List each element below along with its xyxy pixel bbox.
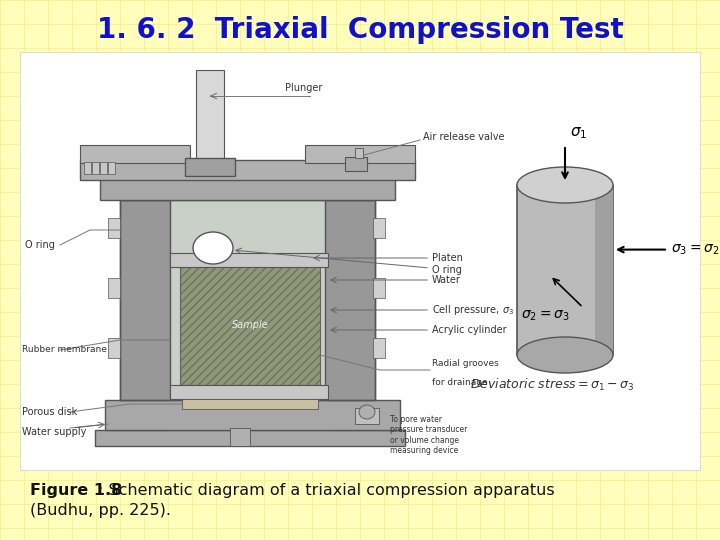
- Bar: [182, 399, 318, 409]
- Bar: [80, 145, 190, 163]
- Text: Porous disk: Porous disk: [22, 407, 77, 417]
- Bar: [373, 278, 385, 298]
- Bar: [330, 414, 390, 430]
- Ellipse shape: [193, 232, 233, 264]
- Text: : Schematic diagram of a triaxial compression apparatus: : Schematic diagram of a triaxial compre…: [98, 483, 554, 497]
- Text: (Budhu, pp. 225).: (Budhu, pp. 225).: [30, 503, 171, 517]
- Ellipse shape: [517, 337, 613, 373]
- Bar: [170, 385, 328, 399]
- Text: O ring: O ring: [25, 240, 55, 250]
- Bar: [84, 162, 91, 174]
- Bar: [373, 338, 385, 358]
- Text: Radial grooves: Radial grooves: [432, 359, 499, 368]
- Bar: [105, 400, 400, 430]
- Bar: [196, 70, 224, 160]
- Text: O ring: O ring: [432, 265, 462, 275]
- Text: To pore water
pressure transducer
or volume change
measuring device: To pore water pressure transducer or vol…: [390, 415, 467, 455]
- Text: Acrylic cylinder: Acrylic cylinder: [432, 325, 507, 335]
- Text: Cell pressure, $\sigma_3$: Cell pressure, $\sigma_3$: [432, 303, 514, 317]
- Bar: [185, 158, 235, 176]
- Bar: [373, 218, 385, 238]
- Text: Figure 1.8: Figure 1.8: [30, 483, 122, 497]
- Text: Air release valve: Air release valve: [423, 132, 505, 142]
- Text: Water: Water: [432, 275, 461, 285]
- Bar: [355, 408, 379, 424]
- Bar: [108, 278, 120, 298]
- Bar: [305, 145, 415, 163]
- Bar: [120, 200, 170, 400]
- Text: Sample: Sample: [232, 320, 269, 330]
- Bar: [108, 218, 120, 238]
- Ellipse shape: [517, 167, 613, 203]
- Bar: [80, 160, 415, 180]
- Bar: [20, 52, 700, 470]
- Text: $\sigma_1$: $\sigma_1$: [570, 125, 588, 141]
- Bar: [170, 253, 328, 267]
- Text: $Deviatoric\ stress = \sigma_1 - \sigma_3$: $Deviatoric\ stress = \sigma_1 - \sigma_…: [470, 377, 634, 393]
- Bar: [108, 338, 120, 358]
- Bar: [180, 265, 320, 385]
- Text: Water supply: Water supply: [22, 427, 86, 437]
- Bar: [100, 178, 395, 200]
- Bar: [120, 200, 375, 400]
- Text: for drainage: for drainage: [432, 378, 487, 387]
- Text: Plunger: Plunger: [285, 83, 323, 93]
- Bar: [345, 157, 367, 171]
- Bar: [180, 265, 320, 385]
- Bar: [230, 428, 250, 446]
- Bar: [170, 200, 325, 400]
- Text: $\sigma_2 = \sigma_3$: $\sigma_2 = \sigma_3$: [521, 308, 570, 323]
- Bar: [110, 414, 170, 430]
- Bar: [325, 200, 375, 400]
- Text: $\sigma_3 = \sigma_2$: $\sigma_3 = \sigma_2$: [671, 242, 719, 257]
- Ellipse shape: [359, 405, 375, 419]
- Bar: [92, 162, 99, 174]
- Text: Rubber membrane: Rubber membrane: [22, 346, 107, 354]
- Text: Platen: Platen: [432, 253, 463, 263]
- Bar: [108, 162, 115, 174]
- Bar: [595, 185, 613, 355]
- Text: 1. 6. 2  Triaxial  Compression Test: 1. 6. 2 Triaxial Compression Test: [96, 16, 624, 44]
- Bar: [517, 185, 613, 355]
- Bar: [100, 162, 107, 174]
- Bar: [355, 148, 363, 158]
- Bar: [95, 430, 405, 446]
